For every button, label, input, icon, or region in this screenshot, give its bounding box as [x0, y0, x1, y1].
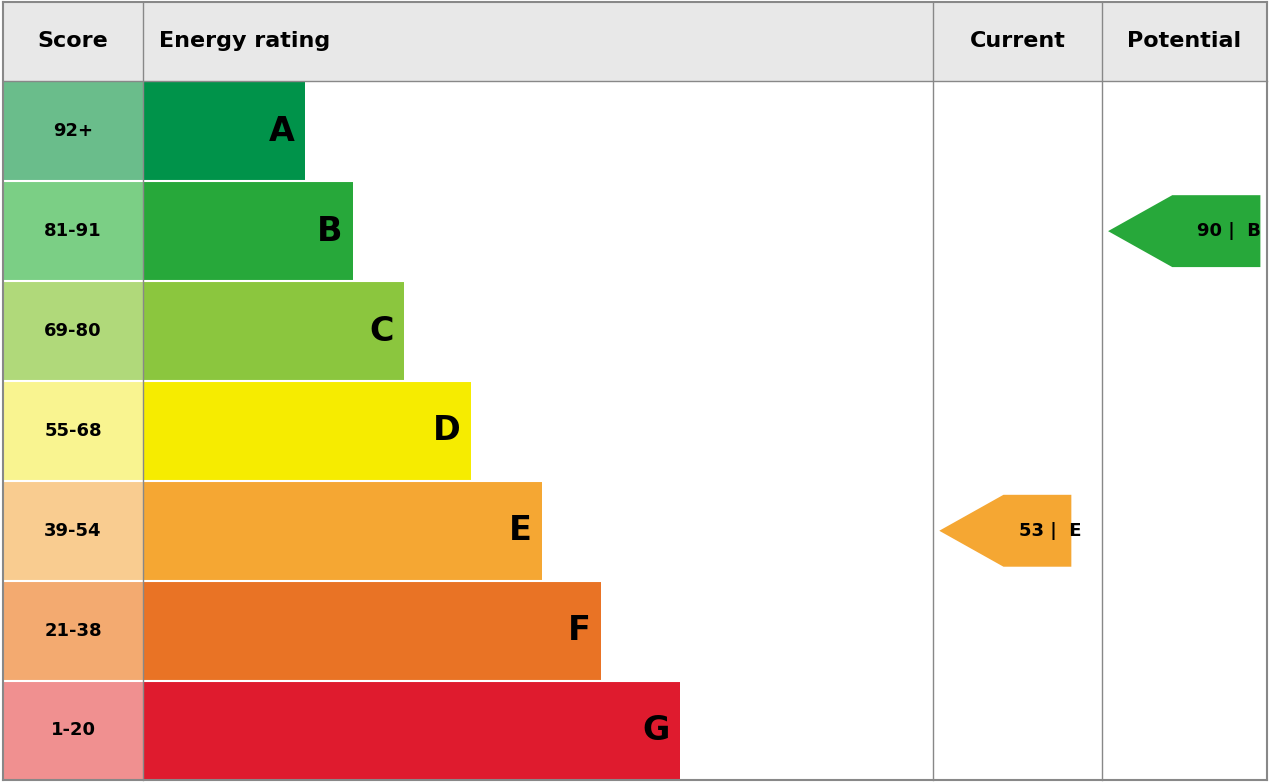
Text: D: D [433, 414, 461, 447]
Bar [3, 680, 144, 780]
Bar [144, 680, 681, 780]
Text: A: A [269, 115, 295, 148]
Text: 81-91: 81-91 [44, 222, 102, 240]
Text: 92+: 92+ [53, 122, 93, 140]
Text: Potential: Potential [1128, 31, 1241, 52]
Text: Score: Score [38, 31, 108, 52]
Text: 55-68: 55-68 [44, 421, 102, 440]
Polygon shape [1109, 196, 1260, 267]
Text: 39-54: 39-54 [44, 522, 102, 540]
Bar [3, 581, 144, 680]
Bar [144, 481, 542, 581]
Text: E: E [509, 515, 532, 547]
Text: 69-80: 69-80 [44, 322, 102, 340]
Text: Current: Current [969, 31, 1066, 52]
Bar [144, 381, 471, 481]
Text: F: F [568, 614, 591, 647]
Text: 53 |  E: 53 | E [1019, 522, 1081, 540]
Text: Energy rating: Energy rating [159, 31, 330, 52]
Text: B: B [318, 214, 343, 248]
Bar [3, 2, 1266, 81]
Text: C: C [370, 314, 394, 347]
Bar [144, 181, 353, 281]
Bar [3, 81, 144, 181]
Bar [144, 281, 404, 381]
Bar [3, 381, 144, 481]
Bar [3, 181, 144, 281]
Bar [144, 81, 305, 181]
Bar [3, 481, 144, 581]
Polygon shape [940, 495, 1072, 567]
Bar [144, 581, 601, 680]
Text: 21-38: 21-38 [44, 622, 102, 640]
Text: G: G [643, 714, 671, 747]
Bar [3, 281, 144, 381]
Text: 1-20: 1-20 [51, 722, 95, 740]
Text: 90 |  B: 90 | B [1198, 222, 1261, 240]
